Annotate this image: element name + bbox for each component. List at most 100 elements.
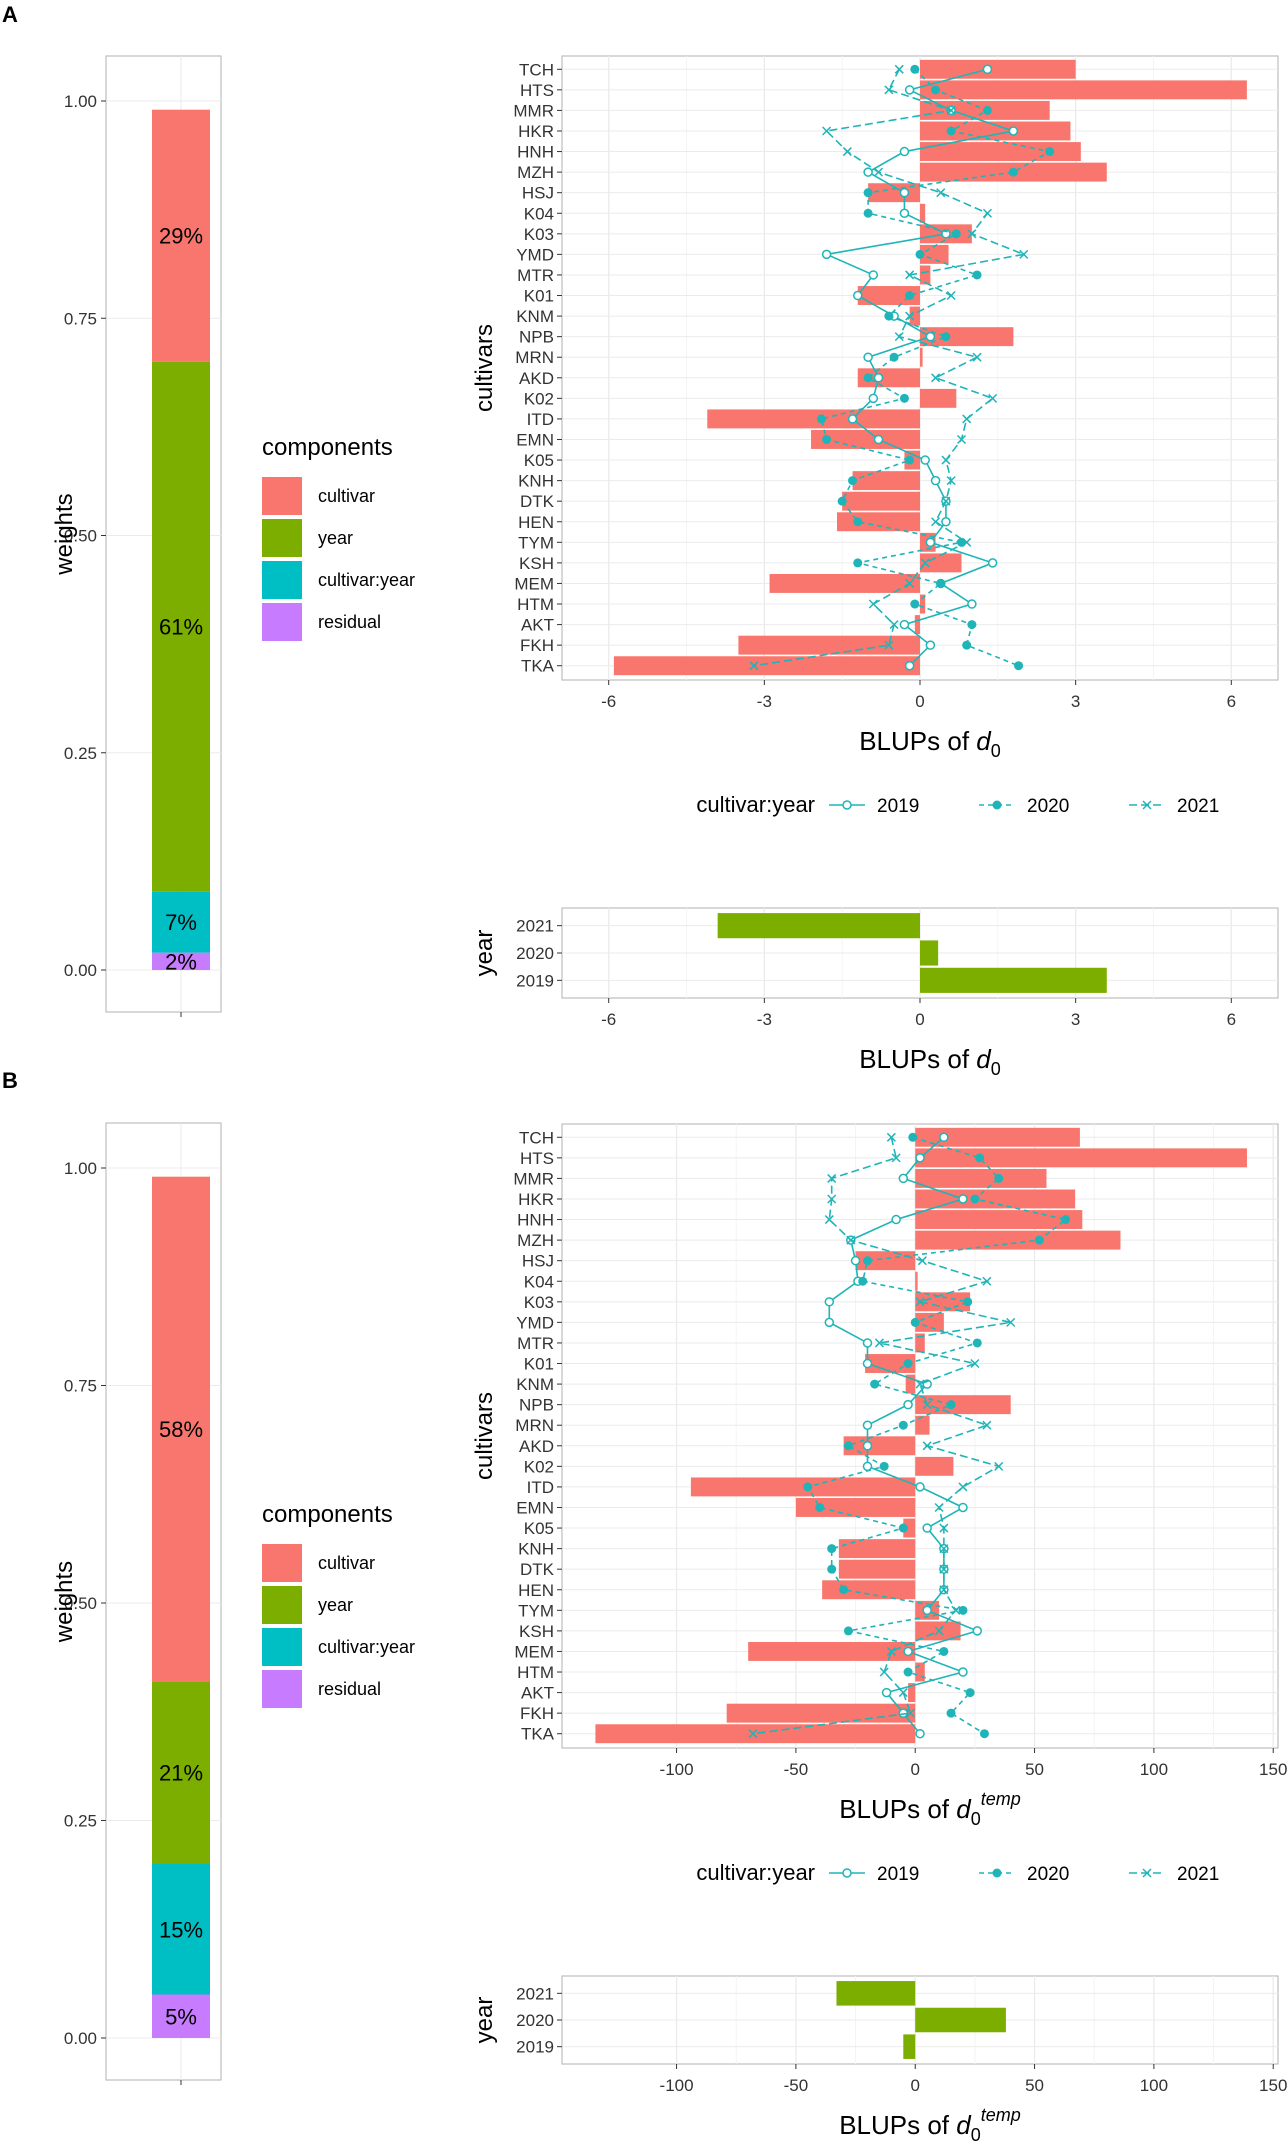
series-point-2021 [874, 1338, 884, 1348]
cultivar-tick-label: MRN [515, 348, 554, 367]
series-point-2019 [922, 1605, 932, 1616]
line-legend-label-2019: 2019 [877, 1864, 919, 1885]
cultivar-tick-label: HTM [517, 595, 554, 614]
cultivar-bar [915, 1333, 925, 1353]
series-point-2019 [939, 1132, 949, 1143]
x-axis-title-var: d [976, 1044, 992, 1074]
cultivar-bar [915, 1415, 930, 1435]
cultivar-x-tick-label: 100 [1140, 1760, 1168, 1779]
cultivar-tick-label: HTM [517, 1663, 554, 1682]
series-point-2021 [941, 496, 951, 506]
series-line-2020 [820, 68, 1052, 667]
cultivar-bar [920, 388, 957, 408]
series-point-2021 [939, 1564, 949, 1574]
series-point-2019 [881, 1687, 892, 1698]
series-point-2021 [905, 578, 915, 588]
series-point-2019 [958, 1194, 968, 1204]
cultivar-bar [909, 306, 920, 326]
series-point-2020 [903, 1667, 913, 1677]
series-point-2021 [946, 105, 956, 115]
weights-segment-label: 15% [159, 1917, 203, 1942]
series-point-2021 [891, 1153, 901, 1163]
series-point-2020 [863, 188, 873, 198]
cultivar-bar [914, 615, 920, 635]
series-point-2021 [886, 1132, 896, 1142]
series-point-2020 [870, 1379, 880, 1389]
year-x-tick-label: 150 [1259, 2076, 1287, 2095]
cultivar-tick-label: ITD [527, 1478, 554, 1497]
series-point-2020 [822, 434, 832, 444]
cultivar-bar [915, 1662, 925, 1682]
weights-segment-label: 7% [165, 910, 197, 935]
series-point-2019 [920, 455, 930, 465]
series-point-2019 [862, 1338, 873, 1348]
cultivar-tick-label: MZH [517, 1231, 554, 1250]
series-point-2021 [988, 393, 998, 403]
line-legend-marker-2021 [1142, 1868, 1152, 1878]
x-axis-title-sub: 0 [971, 1809, 981, 1829]
legend-label-residual: residual [318, 612, 381, 632]
series-point-2020 [931, 85, 941, 95]
x-axis-title: BLUPs of d0 [859, 726, 1001, 761]
series-point-2021 [917, 1256, 927, 1266]
series-point-2021 [884, 640, 894, 650]
cultivar-bar [690, 1477, 916, 1497]
cultivar-tick-label: KSH [519, 1622, 554, 1641]
cultivar-bar [857, 286, 920, 305]
cultivar-bar [915, 1456, 954, 1476]
series-point-2019 [873, 373, 884, 383]
cultivar-tick-label: KNM [516, 1375, 554, 1394]
series-point-2020 [1061, 1215, 1071, 1225]
x-axis-title: BLUPs of d0 [859, 1044, 1001, 1079]
series-point-2019 [915, 1728, 925, 1739]
panel-label: A [2, 2, 18, 27]
weights-segment-label: 21% [159, 1761, 203, 1786]
series-point-2020 [910, 64, 920, 74]
series-point-2021 [994, 1461, 1004, 1471]
panel-a: A 0.00 0.25 0.50 0.75 1.00 2% 7% 61% 29% weights co… [2, 2, 1279, 1079]
series-point-2019 [987, 558, 998, 568]
series-point-2021 [936, 188, 946, 198]
cultivar-bar [795, 1498, 916, 1517]
cultivar-bar [915, 1395, 1011, 1415]
cultivar-tick-label: K05 [524, 1519, 554, 1538]
cultivar-bar [920, 142, 1081, 162]
weights-tick-label: 1.00 [64, 92, 97, 111]
series-line-2019 [828, 1136, 980, 1735]
cultivar-tick-label: YMD [516, 1313, 554, 1332]
series-point-2020 [843, 1441, 853, 1451]
series-point-2019 [863, 352, 873, 362]
series-point-2019 [1008, 126, 1019, 136]
cultivar-tick-label: HEN [518, 1581, 554, 1600]
weights-axis-title: weights [51, 1561, 78, 1643]
series-point-2020 [1034, 1235, 1044, 1245]
series-point-2019 [862, 1420, 873, 1430]
cultivar-tick-label: K01 [524, 287, 554, 306]
series-point-2019 [898, 1173, 909, 1184]
weights-segment-year [152, 1681, 210, 1864]
series-point-2020 [941, 332, 951, 342]
cultivar-tick-label: K03 [524, 225, 554, 244]
series-point-2019 [847, 414, 858, 424]
series-point-2019 [925, 640, 936, 650]
series-point-2021 [879, 1667, 889, 1677]
legend-label-year: year [318, 1595, 353, 1615]
weights-segment-label: 29% [159, 224, 203, 249]
cultivar-tick-label: TCH [519, 1128, 554, 1147]
weights-segment-cultivar [152, 109, 210, 362]
series-point-2021 [972, 352, 982, 362]
cultivar-tick-label: TYM [518, 1601, 554, 1620]
cultivar-tick-label: MEM [514, 1642, 554, 1661]
cultivar-tick-label: HKR [518, 1190, 554, 1209]
x-axis-title-sub: 0 [991, 1059, 1001, 1079]
cultivar-tick-label: FKH [520, 636, 554, 655]
legend-label-cultivar-year: cultivar:year [318, 570, 415, 590]
cultivar-tick-label: NPB [519, 328, 554, 347]
weights-tick-label: 0.25 [64, 744, 97, 763]
series-point-2020 [827, 1564, 837, 1574]
series-point-2020 [853, 517, 863, 527]
series-point-2021 [962, 414, 972, 424]
panel-b: B 0.00 0.25 0.50 0.75 1.00 5% 15% 21% 58% weights c… [2, 1068, 1287, 2145]
series-point-2021 [842, 147, 852, 157]
